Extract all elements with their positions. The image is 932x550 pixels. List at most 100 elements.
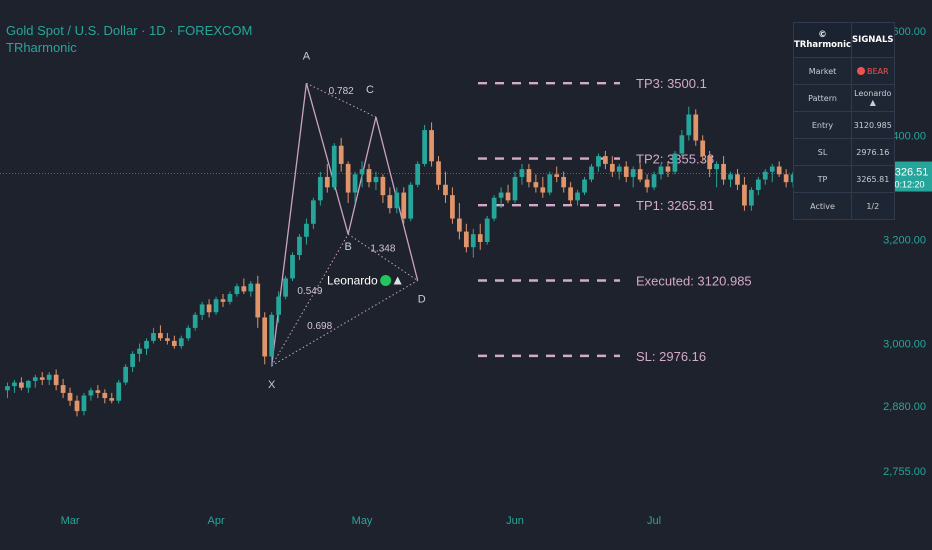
candle-body xyxy=(227,294,233,302)
candle-body xyxy=(609,163,615,172)
candle xyxy=(311,197,316,229)
candle-body xyxy=(60,385,66,393)
candle xyxy=(109,392,115,404)
y-tick-label: 2,880.00 xyxy=(883,401,926,413)
candle-body xyxy=(630,169,636,177)
candle-body xyxy=(547,174,553,193)
candle xyxy=(554,166,560,183)
pattern-layer xyxy=(271,82,419,367)
candle-body xyxy=(123,366,129,383)
candle xyxy=(533,174,539,193)
candle xyxy=(651,171,657,190)
candle xyxy=(568,182,573,206)
candle-body xyxy=(415,163,421,185)
y-tick-label: 2,755.00 xyxy=(883,466,926,478)
candle xyxy=(373,171,379,190)
candle xyxy=(46,372,52,386)
candle xyxy=(721,156,726,185)
candle-body xyxy=(477,234,483,242)
row-label-entry: Entry xyxy=(792,111,853,139)
candle-body xyxy=(297,236,302,255)
candle-body xyxy=(192,314,198,328)
candle-body xyxy=(769,166,775,172)
candle xyxy=(366,163,372,188)
row-label-tp: TP xyxy=(792,165,853,193)
candle xyxy=(589,163,594,183)
candle-body xyxy=(53,374,59,386)
buy-triangle-icon xyxy=(393,276,402,285)
candle xyxy=(116,379,122,404)
candle-body xyxy=(39,377,45,380)
bear-dot-icon xyxy=(856,67,865,75)
symbol-title: Gold Spot / U.S. Dollar · 1D · FOREXCOM xyxy=(6,23,253,38)
candle-body xyxy=(470,234,476,248)
candle xyxy=(304,218,309,245)
candle xyxy=(679,130,685,157)
candle xyxy=(241,278,247,295)
candle-body xyxy=(234,286,240,295)
candle xyxy=(269,312,275,367)
candle xyxy=(297,234,302,261)
candle-body xyxy=(603,156,608,164)
candle-body xyxy=(401,192,407,219)
candle xyxy=(526,163,532,188)
candle-body xyxy=(359,169,365,175)
pattern-ratio-line-xd xyxy=(271,280,418,367)
candle-body xyxy=(213,299,219,313)
candle xyxy=(540,176,546,198)
pattern-point-d: D xyxy=(418,294,426,306)
candle xyxy=(735,169,740,190)
candle-body xyxy=(512,176,518,201)
candle xyxy=(658,163,664,180)
candle xyxy=(401,187,407,224)
candle-body xyxy=(32,377,38,381)
candle-body xyxy=(276,296,281,315)
candle xyxy=(596,153,601,172)
candle xyxy=(547,171,553,196)
candle-body xyxy=(19,382,24,388)
candle-body xyxy=(345,163,351,193)
candle xyxy=(317,171,323,206)
candle-body xyxy=(185,327,191,339)
candle-body xyxy=(373,176,379,183)
candle xyxy=(755,176,761,196)
pattern-point-c: C xyxy=(366,84,374,96)
candle xyxy=(616,163,622,180)
candle-body xyxy=(304,223,309,237)
candle-body xyxy=(526,169,532,183)
candle-body xyxy=(324,176,330,188)
candle xyxy=(123,364,129,386)
candle-body xyxy=(206,304,212,313)
candle xyxy=(324,163,330,193)
candle-body xyxy=(450,195,455,219)
level-label-tp1: TP1: 3265.81 xyxy=(636,198,714,213)
candle-body xyxy=(171,340,177,347)
candle-body xyxy=(776,166,782,175)
candle xyxy=(742,176,747,211)
candle-body xyxy=(568,187,573,201)
candle-body xyxy=(46,374,52,380)
candle xyxy=(762,169,768,185)
candle xyxy=(102,389,108,404)
candle-body xyxy=(429,130,434,162)
row-label-active: Active xyxy=(792,192,853,220)
signals-panel: © TRharmonic SIGNALS Market BEAR Pattern… xyxy=(792,22,895,220)
copyright-icon: © xyxy=(818,30,827,40)
candle xyxy=(422,124,427,167)
candle-body xyxy=(338,145,344,164)
candle xyxy=(67,387,73,406)
candle-body xyxy=(575,192,580,201)
candle-body xyxy=(596,156,601,167)
x-tick-label: Apr xyxy=(207,515,224,527)
candle-body xyxy=(366,169,372,183)
ratio-label: 0.698 xyxy=(307,321,332,332)
candle xyxy=(693,109,699,146)
candle-body xyxy=(693,114,699,141)
candle-body xyxy=(742,184,747,206)
candle-body xyxy=(81,395,87,412)
candle xyxy=(12,379,17,393)
level-label-tp3: TP3: 3500.1 xyxy=(636,76,707,91)
candle-body xyxy=(283,278,288,297)
candle xyxy=(776,161,782,177)
row-value-sl: 2976.16 xyxy=(851,138,895,166)
